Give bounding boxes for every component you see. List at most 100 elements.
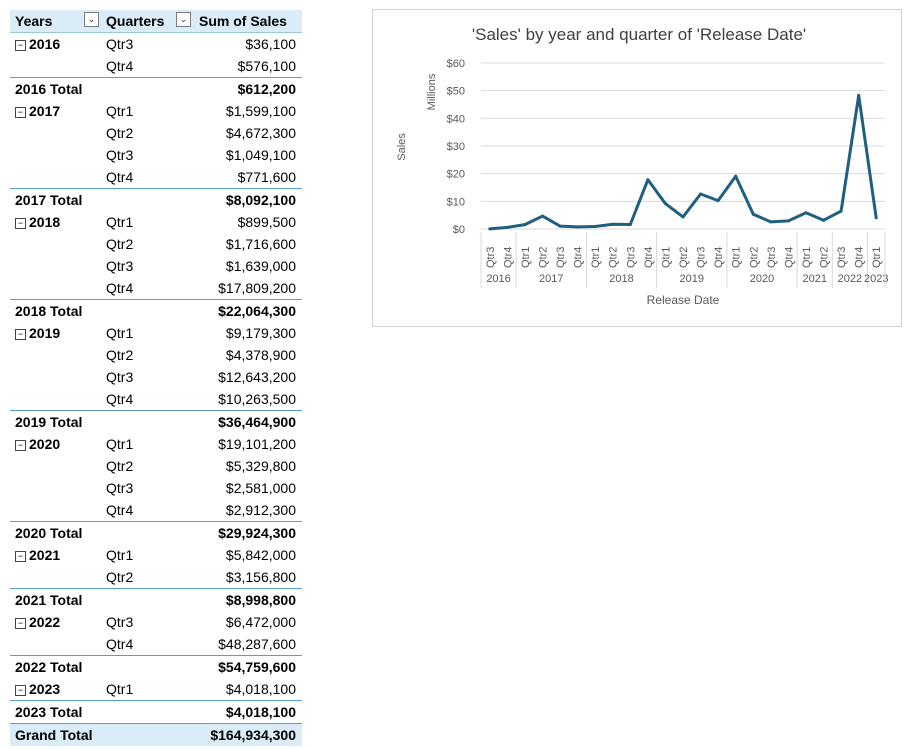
x-tick-label: Qtr1 bbox=[801, 247, 813, 268]
year-group-label: 2017 bbox=[539, 273, 563, 285]
collapse-icon[interactable]: − bbox=[15, 107, 26, 118]
year-label[interactable]: −2018 bbox=[15, 214, 60, 230]
quarter-label: Qtr3 bbox=[106, 614, 134, 630]
table-row[interactable]: Qtr3 $1,639,000 bbox=[10, 255, 302, 277]
sales-value: $164,934,300 bbox=[210, 727, 296, 743]
collapse-icon[interactable]: − bbox=[15, 685, 26, 696]
sales-value: $1,639,000 bbox=[225, 258, 296, 274]
year-total-row[interactable]: 2020 Total $29,924,300 bbox=[10, 521, 302, 544]
data-point bbox=[558, 224, 562, 228]
quarter-label: Qtr4 bbox=[106, 391, 134, 407]
sales-value: $2,581,000 bbox=[225, 480, 296, 496]
table-row[interactable]: −2020 Qtr1 $19,101,200 bbox=[10, 433, 302, 455]
x-tick-label: Qtr3 bbox=[696, 247, 708, 268]
table-row[interactable]: −2016 Qtr3 $36,100 bbox=[10, 33, 302, 55]
sales-value: $36,100 bbox=[245, 36, 296, 52]
table-row[interactable]: Qtr4 $771,600 bbox=[10, 166, 302, 188]
year-total-row[interactable]: 2021 Total $8,998,800 bbox=[10, 588, 302, 611]
grand-total-row[interactable]: Grand Total $164,934,300 bbox=[10, 723, 302, 746]
y-tick-label: $20 bbox=[447, 169, 465, 181]
table-row[interactable]: Qtr2 $3,156,800 bbox=[10, 566, 302, 588]
quarter-label: Qtr4 bbox=[106, 169, 134, 185]
table-row[interactable]: Qtr2 $5,329,800 bbox=[10, 455, 302, 477]
sales-value: $4,672,300 bbox=[225, 125, 296, 141]
table-row[interactable]: Qtr2 $4,378,900 bbox=[10, 344, 302, 366]
sales-value: $8,092,100 bbox=[225, 192, 296, 208]
years-filter-dropdown-icon[interactable]: ⌄ bbox=[84, 12, 99, 27]
year-total-row[interactable]: 2018 Total $22,064,300 bbox=[10, 299, 302, 322]
quarters-header[interactable]: Quarters bbox=[106, 13, 165, 29]
year-total-row[interactable]: 2023 Total $4,018,100 bbox=[10, 700, 302, 723]
data-point bbox=[839, 209, 843, 213]
collapse-icon[interactable]: − bbox=[15, 440, 26, 451]
years-header[interactable]: Years bbox=[15, 13, 53, 29]
year-label[interactable]: −2022 bbox=[15, 614, 60, 630]
x-tick-label: Qtr2 bbox=[819, 247, 831, 268]
year-label[interactable]: −2023 bbox=[15, 681, 60, 697]
quarter-label: Qtr4 bbox=[106, 636, 134, 652]
x-tick-label: Qtr4 bbox=[783, 247, 795, 268]
x-tick-label: Qtr2 bbox=[537, 247, 549, 268]
data-point bbox=[576, 225, 580, 229]
quarter-label: Qtr1 bbox=[106, 325, 134, 341]
sales-value: $5,329,800 bbox=[225, 458, 296, 474]
quarter-label: Qtr1 bbox=[106, 547, 134, 563]
collapse-icon[interactable]: − bbox=[15, 40, 26, 51]
year-total-row[interactable]: 2016 Total $612,200 bbox=[10, 77, 302, 100]
collapse-icon[interactable]: − bbox=[15, 551, 26, 562]
table-row[interactable]: −2021 Qtr1 $5,842,000 bbox=[10, 544, 302, 566]
sales-value: $54,759,600 bbox=[218, 659, 296, 675]
y-tick-label: $30 bbox=[447, 141, 465, 153]
sales-value: $12,643,200 bbox=[218, 369, 296, 385]
year-text: 2019 bbox=[29, 325, 61, 341]
sales-value: $17,809,200 bbox=[218, 280, 296, 296]
collapse-icon[interactable]: − bbox=[15, 218, 26, 229]
sales-line-chart[interactable]: 'Sales' by year and quarter of 'Release … bbox=[372, 9, 902, 327]
table-row[interactable]: −2022 Qtr3 $6,472,000 bbox=[10, 611, 302, 633]
table-row[interactable]: Qtr4 $576,100 bbox=[10, 55, 302, 77]
table-row[interactable]: Qtr4 $48,287,600 bbox=[10, 633, 302, 655]
data-point bbox=[751, 212, 755, 216]
year-total-row[interactable]: 2017 Total $8,092,100 bbox=[10, 188, 302, 211]
x-tick-label: Qtr1 bbox=[871, 247, 883, 268]
data-point bbox=[505, 225, 509, 229]
year-text: 2016 bbox=[29, 36, 61, 52]
table-row[interactable]: Qtr4 $10,263,500 bbox=[10, 388, 302, 410]
sum-of-sales-header[interactable]: Sum of Sales bbox=[199, 13, 287, 29]
collapse-icon[interactable]: − bbox=[15, 618, 26, 629]
y-unit-label: Millions bbox=[426, 73, 438, 110]
y-axis-label: Sales bbox=[396, 133, 408, 161]
year-label[interactable]: −2016 bbox=[15, 36, 60, 52]
year-label[interactable]: −2019 bbox=[15, 325, 60, 341]
x-tick-label: Qtr3 bbox=[555, 247, 567, 268]
year-label[interactable]: −2020 bbox=[15, 436, 60, 452]
sales-value: $1,049,100 bbox=[225, 147, 296, 163]
x-tick-label: Qtr4 bbox=[502, 247, 514, 268]
table-row[interactable]: Qtr3 $12,643,200 bbox=[10, 366, 302, 388]
sales-value: $10,263,500 bbox=[218, 391, 296, 407]
table-row[interactable]: Qtr2 $4,672,300 bbox=[10, 122, 302, 144]
table-row[interactable]: −2018 Qtr1 $899,500 bbox=[10, 211, 302, 233]
table-row[interactable]: Qtr4 $17,809,200 bbox=[10, 277, 302, 299]
table-row[interactable]: Qtr2 $1,716,600 bbox=[10, 233, 302, 255]
data-point bbox=[523, 223, 527, 227]
quarter-label: Qtr1 bbox=[106, 436, 134, 452]
data-point bbox=[786, 219, 790, 223]
table-row[interactable]: −2019 Qtr1 $9,179,300 bbox=[10, 322, 302, 344]
year-total-row[interactable]: 2022 Total $54,759,600 bbox=[10, 655, 302, 678]
x-tick-label: Qtr3 bbox=[766, 247, 778, 268]
quarters-filter-dropdown-icon[interactable]: ⌄ bbox=[176, 12, 191, 27]
table-row[interactable]: Qtr3 $2,581,000 bbox=[10, 477, 302, 499]
year-label[interactable]: −2017 bbox=[15, 103, 60, 119]
year-total-row[interactable]: 2019 Total $36,464,900 bbox=[10, 410, 302, 433]
collapse-icon[interactable]: − bbox=[15, 329, 26, 340]
data-point bbox=[681, 215, 685, 219]
sales-value: $9,179,300 bbox=[225, 325, 296, 341]
year-text: 2020 bbox=[29, 436, 61, 452]
year-label[interactable]: −2021 bbox=[15, 547, 60, 563]
table-row[interactable]: −2017 Qtr1 $1,599,100 bbox=[10, 100, 302, 122]
table-row[interactable]: Qtr3 $1,049,100 bbox=[10, 144, 302, 166]
data-point bbox=[857, 93, 861, 97]
table-row[interactable]: Qtr4 $2,912,300 bbox=[10, 499, 302, 521]
table-row[interactable]: −2023 Qtr1 $4,018,100 bbox=[10, 678, 302, 700]
